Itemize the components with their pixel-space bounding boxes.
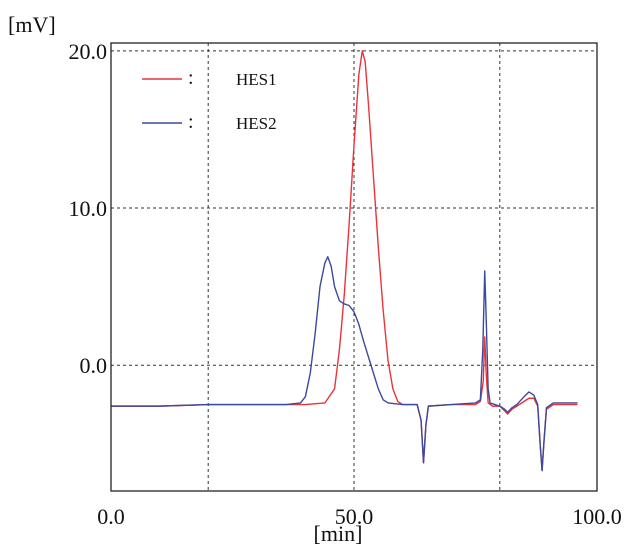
legend: : HES1 : HES2 [142, 67, 277, 133]
plot-frame [110, 42, 598, 492]
tick-label-layer: 0.0 10.0 20.0 0.0 50.0 100.0 [69, 39, 622, 529]
grid-layer [111, 43, 597, 491]
x-tick-label: 100.0 [572, 504, 622, 529]
legend-colon-hes1: : [188, 67, 194, 89]
legend-label-hes2: HES2 [236, 114, 277, 133]
legend-label-hes1: HES1 [236, 70, 277, 89]
y-tick-label: 20.0 [69, 39, 108, 64]
x-tick-label: 50.0 [335, 504, 374, 529]
series-line-hes2 [111, 256, 578, 472]
legend-colon-hes2: : [188, 111, 194, 133]
series-layer [111, 50, 578, 472]
y-tick-label: 0.0 [80, 353, 108, 378]
y-tick-label: 10.0 [69, 196, 108, 221]
y-axis-label: [mV] [8, 12, 56, 37]
x-axis-label: [min] [314, 521, 363, 546]
x-tick-label: 0.0 [97, 504, 125, 529]
